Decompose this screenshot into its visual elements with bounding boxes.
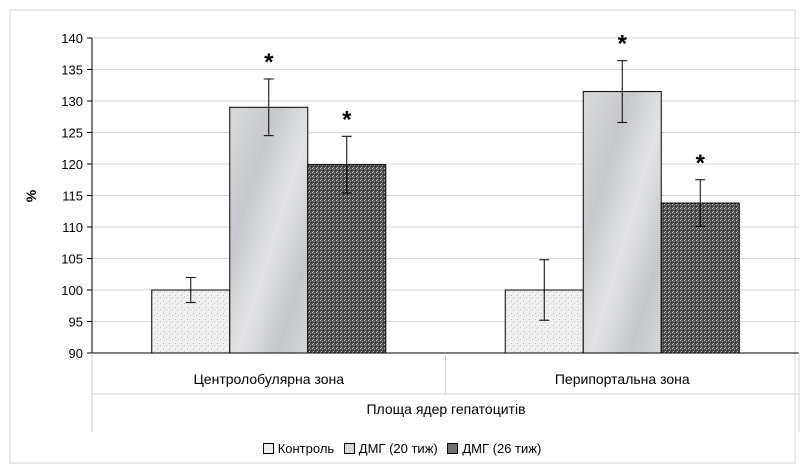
y-tick-label: 90: [69, 346, 83, 361]
bar: [583, 92, 661, 353]
legend-item-dmg-20: ДМГ (20 тиж): [344, 441, 438, 456]
legend-swatch-control: [263, 443, 274, 454]
significance-marker: *: [618, 31, 628, 58]
chart-legend: Контроль ДМГ (20 тиж) ДМГ (26 тиж): [0, 441, 804, 456]
y-tick-label: 125: [61, 126, 83, 141]
y-tick-label: 140: [61, 31, 83, 46]
significance-marker: *: [264, 49, 274, 76]
significance-marker: *: [342, 106, 352, 133]
legend-item-dmg-26: ДМГ (26 тиж): [447, 441, 541, 456]
legend-swatch-dmg-26: [447, 443, 458, 454]
category-label: Центролобулярна зона: [193, 371, 344, 387]
y-tick-label: 130: [61, 94, 83, 109]
legend-item-control: Контроль: [263, 441, 334, 456]
y-tick-label: 105: [61, 252, 83, 267]
y-tick-label: 120: [61, 157, 83, 172]
significance-marker: *: [696, 150, 706, 177]
y-tick-label: 95: [69, 315, 83, 330]
y-tick-label: 100: [61, 283, 83, 298]
legend-swatch-dmg-20: [344, 443, 355, 454]
legend-label-control: Контроль: [278, 441, 334, 456]
legend-label-dmg-20: ДМГ (20 тиж): [359, 441, 438, 456]
category-label: Перипортальна зона: [555, 371, 690, 387]
x-axis-label: Площа ядер гепатоцитів: [366, 401, 525, 417]
y-tick-label: 135: [61, 63, 83, 78]
y-axis-label: %: [23, 189, 39, 202]
legend-label-dmg-26: ДМГ (26 тиж): [462, 441, 541, 456]
bar: [230, 107, 308, 353]
y-tick-label: 110: [62, 220, 83, 235]
y-tick-label: 115: [62, 189, 83, 204]
